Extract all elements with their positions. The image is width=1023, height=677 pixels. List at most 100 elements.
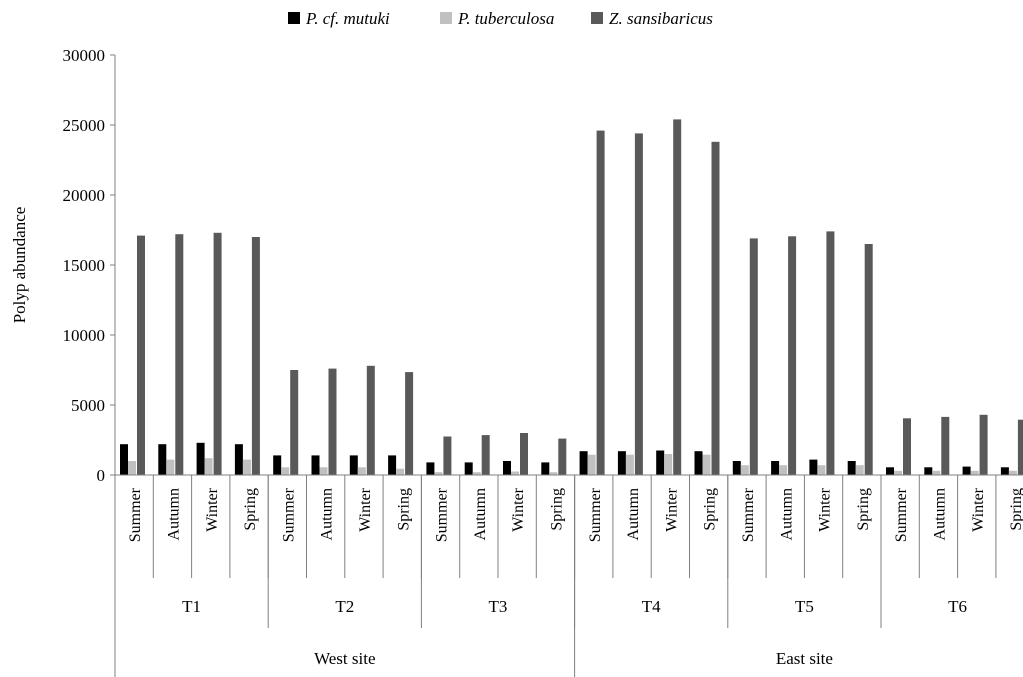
bar-1 bbox=[273, 455, 282, 475]
bar-2 bbox=[702, 454, 711, 475]
bar-1 bbox=[120, 444, 128, 475]
transect-label: T1 bbox=[182, 597, 201, 616]
bar-2 bbox=[855, 465, 864, 475]
legend-label-series-2: P. tuberculosa bbox=[457, 9, 554, 28]
transect-label: T4 bbox=[642, 597, 661, 616]
bar-2 bbox=[128, 461, 136, 475]
season-label: Winter bbox=[510, 487, 527, 531]
season-label: Winter bbox=[357, 487, 374, 531]
bar-2 bbox=[549, 472, 558, 475]
bar-1 bbox=[771, 461, 780, 475]
bar-3 bbox=[979, 414, 988, 475]
bar-1 bbox=[809, 459, 818, 475]
season-label: Spring bbox=[702, 488, 719, 531]
bar-2 bbox=[1008, 470, 1017, 475]
bar-2 bbox=[357, 467, 366, 475]
season-label: Summer bbox=[740, 487, 757, 542]
bar-2 bbox=[511, 471, 519, 475]
season-label: Winter bbox=[817, 487, 834, 531]
bar-1 bbox=[234, 444, 243, 475]
bar-2 bbox=[779, 465, 788, 475]
season-label: Spring bbox=[855, 488, 872, 531]
bar-2 bbox=[281, 467, 290, 475]
bar-3 bbox=[481, 435, 490, 475]
season-label: Autumn bbox=[319, 488, 336, 540]
y-tick-label: 5000 bbox=[71, 396, 105, 415]
bar-2 bbox=[740, 465, 749, 475]
bar-2 bbox=[664, 454, 673, 475]
bar-3 bbox=[251, 237, 260, 475]
y-axis: 0 5000 10000 15000 20000 25000 30000 bbox=[63, 46, 116, 485]
bar-1 bbox=[426, 462, 435, 475]
bar-3 bbox=[673, 119, 682, 476]
season-label: Autumn bbox=[625, 488, 642, 540]
transect-label: T5 bbox=[795, 597, 814, 616]
season-label: Autumn bbox=[165, 488, 182, 540]
y-tick-label: 15000 bbox=[63, 256, 106, 275]
legend-label-series-3: Z. sansibaricus bbox=[609, 9, 713, 28]
bar-2 bbox=[587, 454, 596, 475]
plot-area bbox=[120, 119, 1023, 476]
legend-swatch-series-2 bbox=[440, 12, 452, 24]
season-label: Spring bbox=[395, 488, 412, 531]
season-label: Summer bbox=[434, 487, 451, 542]
bar-1 bbox=[541, 462, 550, 475]
season-label: Winter bbox=[663, 487, 680, 531]
bar-2 bbox=[242, 459, 251, 475]
bar-1 bbox=[579, 451, 588, 475]
bar-1 bbox=[886, 467, 894, 475]
bar-3 bbox=[749, 238, 758, 475]
transect-label: T3 bbox=[489, 597, 508, 616]
bar-3 bbox=[558, 438, 567, 475]
bar-1 bbox=[847, 461, 856, 475]
bar-1 bbox=[349, 455, 358, 475]
bar-1 bbox=[158, 444, 167, 475]
transect-label: T2 bbox=[335, 597, 354, 616]
legend: P. cf. mutuki P. tuberculosa Z. sansibar… bbox=[288, 9, 713, 28]
bar-3 bbox=[788, 236, 797, 475]
bar-2 bbox=[970, 470, 979, 475]
bar-1 bbox=[924, 467, 933, 475]
bar-3 bbox=[711, 141, 720, 476]
bar-1 bbox=[1000, 467, 1009, 475]
bar-1 bbox=[617, 451, 626, 475]
bar-3 bbox=[328, 368, 337, 475]
season-label: Autumn bbox=[472, 488, 489, 540]
bar-3 bbox=[405, 372, 414, 475]
season-label: Summer bbox=[893, 487, 910, 542]
season-label: Spring bbox=[1008, 488, 1023, 531]
bar-3 bbox=[634, 133, 643, 475]
bar-3 bbox=[175, 234, 184, 475]
bar-1 bbox=[464, 462, 473, 475]
season-label: Spring bbox=[242, 488, 259, 531]
bar-3 bbox=[520, 433, 528, 475]
bar-1 bbox=[732, 461, 741, 475]
season-label: Summer bbox=[280, 487, 297, 542]
bar-3 bbox=[596, 130, 605, 475]
bar-3 bbox=[366, 365, 375, 475]
bar-3 bbox=[864, 244, 873, 475]
bar-3 bbox=[213, 232, 222, 475]
x-axis: Summer Autumn Winter Spring Summer Autumn Wint… bbox=[114, 474, 1023, 677]
bar-1 bbox=[388, 455, 397, 475]
season-label: Summer bbox=[587, 487, 604, 542]
bar-1 bbox=[311, 455, 320, 475]
bar-2 bbox=[396, 468, 405, 475]
bar-1 bbox=[656, 450, 665, 475]
season-label: Autumn bbox=[931, 488, 948, 540]
season-label: Summer bbox=[127, 487, 144, 542]
bar-1 bbox=[962, 466, 971, 475]
bar-2 bbox=[817, 465, 826, 475]
y-tick-label: 10000 bbox=[63, 326, 106, 345]
legend-label-series-1: P. cf. mutuki bbox=[305, 9, 390, 28]
bar-1 bbox=[503, 461, 511, 475]
bar-2 bbox=[319, 467, 328, 475]
bar-2 bbox=[932, 470, 941, 475]
bar-3 bbox=[290, 370, 299, 475]
bar-3 bbox=[443, 436, 452, 475]
y-tick-label: 30000 bbox=[63, 46, 106, 65]
bar-2 bbox=[625, 454, 634, 475]
bar-2 bbox=[472, 472, 481, 475]
bar-3 bbox=[826, 231, 835, 475]
